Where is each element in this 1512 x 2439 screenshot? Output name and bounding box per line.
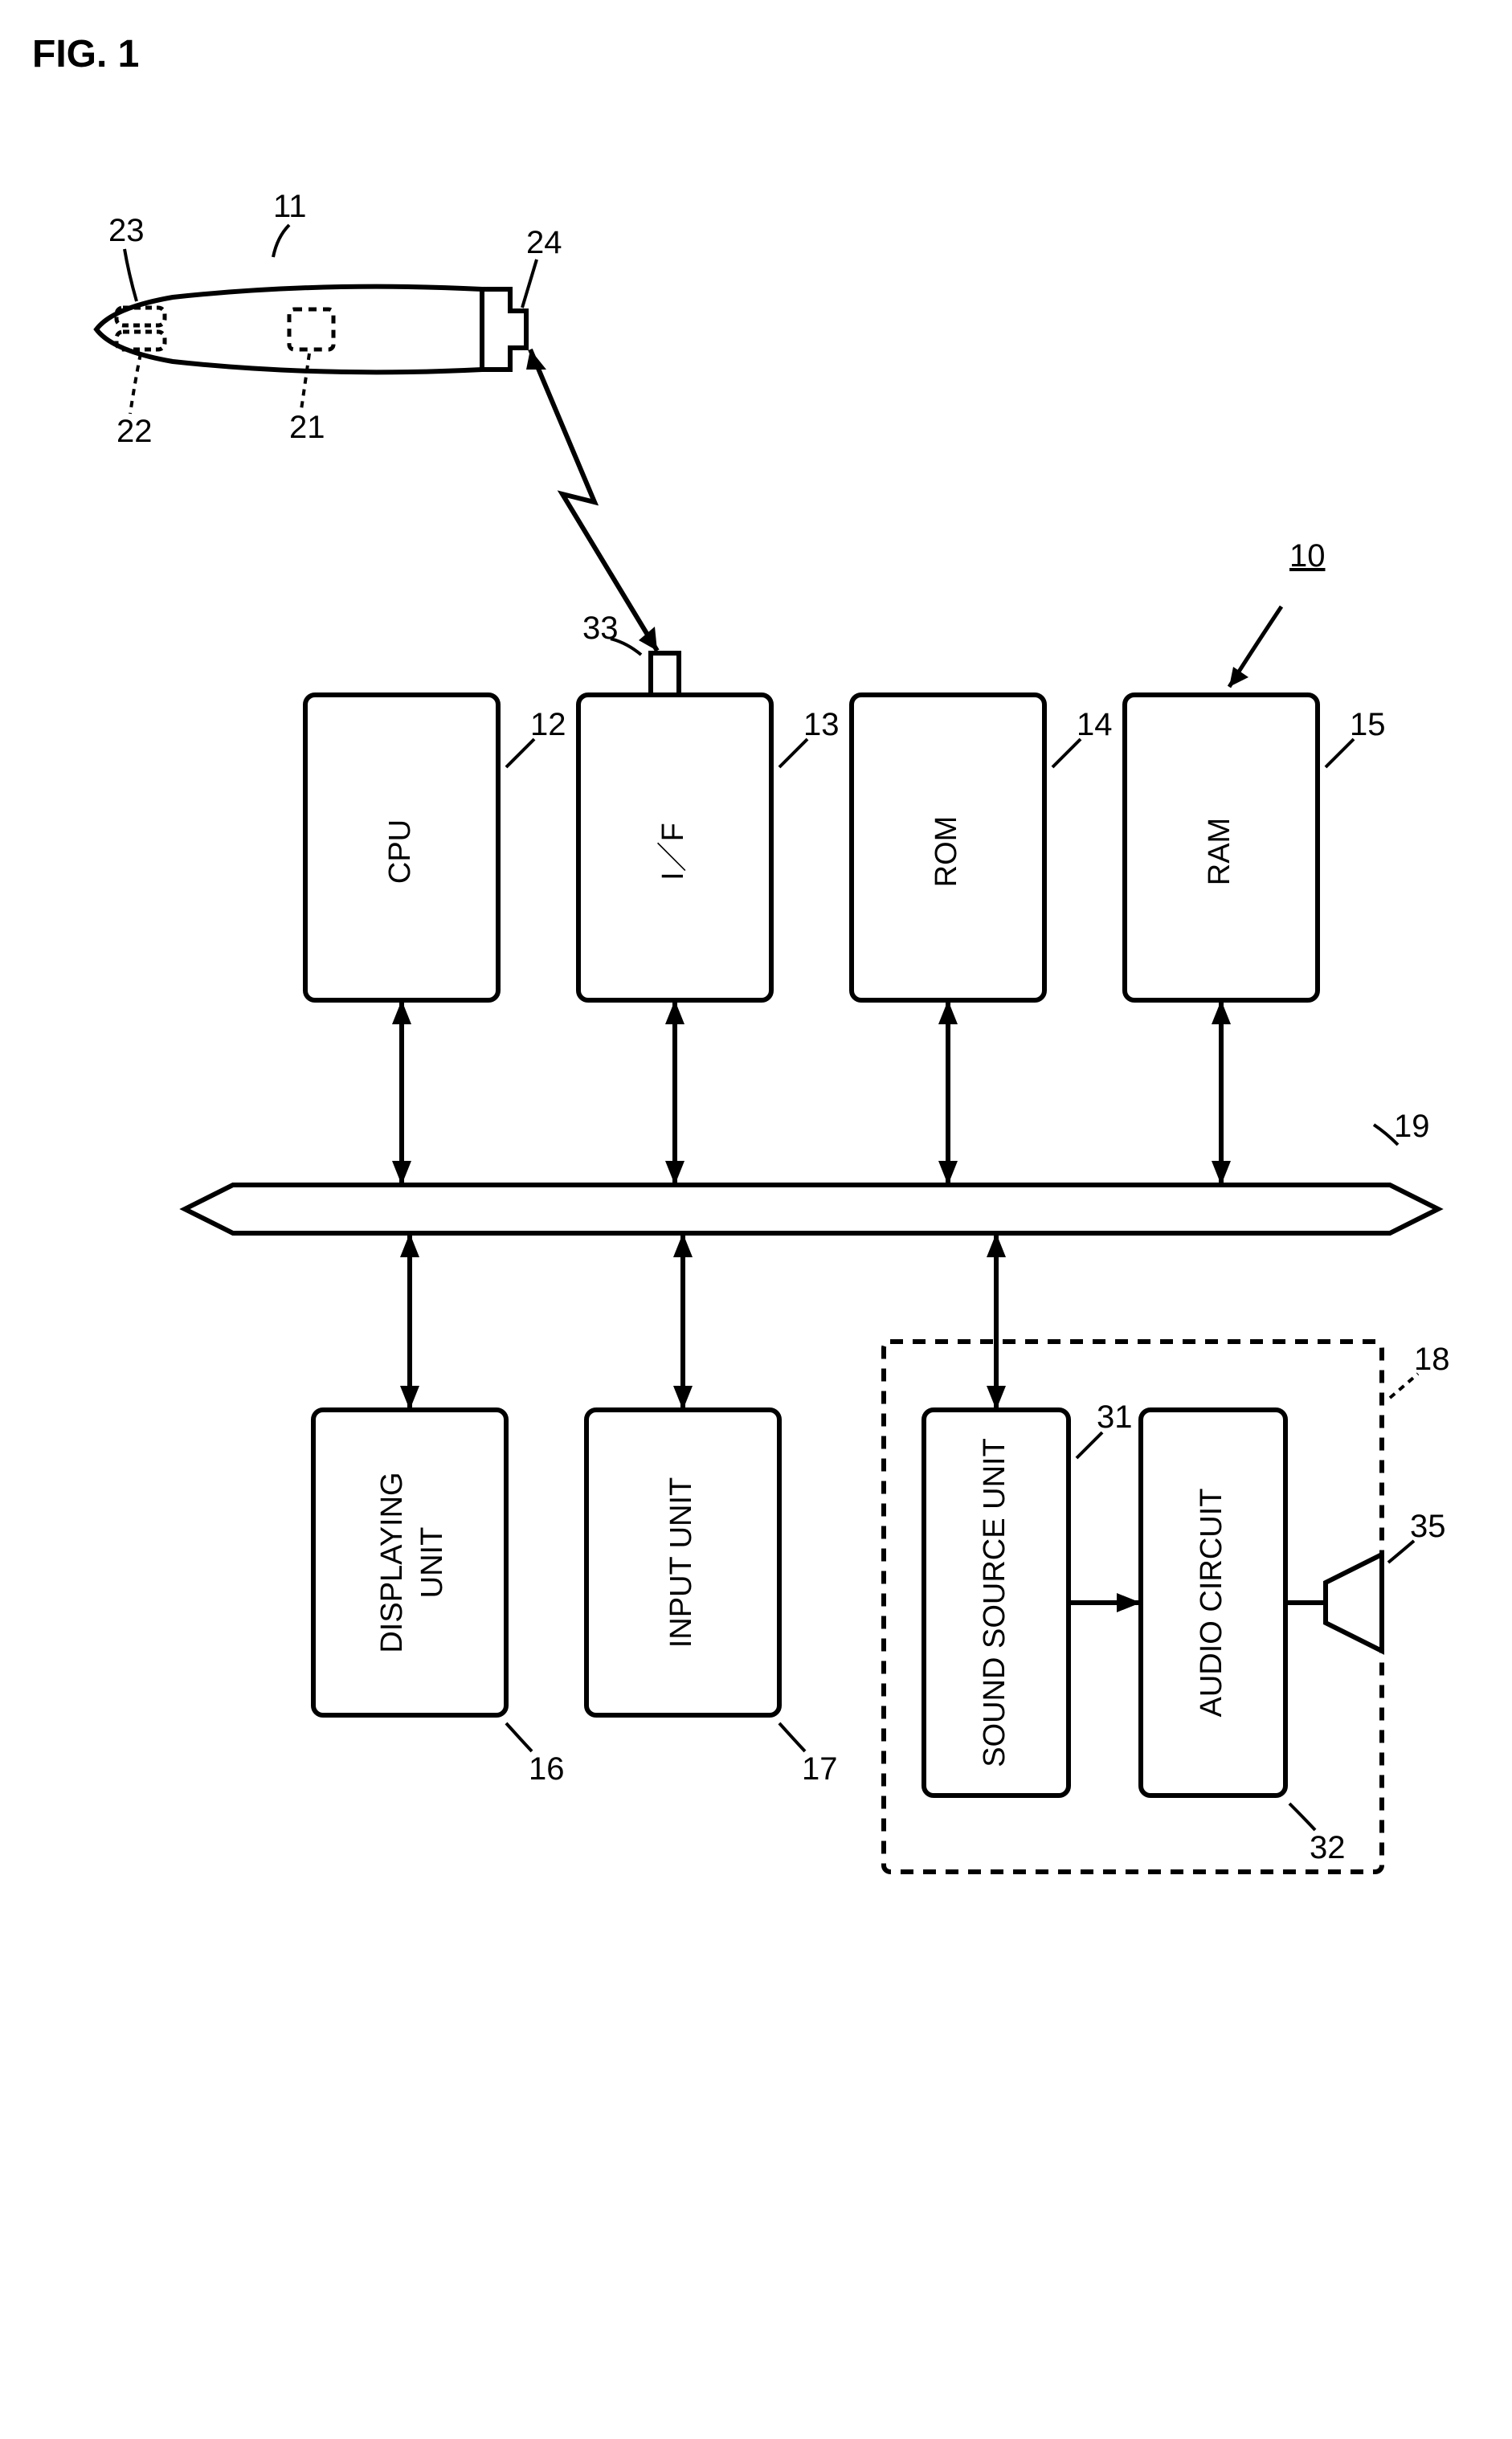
figure-title: FIG. 1 bbox=[32, 32, 1480, 76]
svg-text:RAM: RAM bbox=[1203, 818, 1236, 885]
ref-17: 17 bbox=[802, 1751, 838, 1787]
antenna: 33 bbox=[582, 611, 679, 695]
display-label-2: UNIT bbox=[415, 1527, 449, 1599]
ram-block: RAM 15 bbox=[1125, 695, 1386, 1000]
audio-circuit-block: AUDIO CIRCUIT 32 bbox=[1141, 1410, 1346, 1865]
ref-19: 19 bbox=[1394, 1109, 1430, 1144]
ref-16: 16 bbox=[529, 1751, 565, 1787]
svg-text:ROM: ROM bbox=[930, 816, 963, 888]
wireless-link bbox=[526, 349, 657, 651]
svg-text:SOUND SOURCE UNIT: SOUND SOURCE UNIT bbox=[978, 1438, 1011, 1767]
input-block: INPUT UNIT 17 bbox=[586, 1410, 838, 1787]
ref-33: 33 bbox=[582, 611, 619, 646]
if-block: I／F 13 bbox=[578, 695, 840, 1000]
ref-10: 10 bbox=[1289, 538, 1326, 574]
stick: 11 21 23 22 24 bbox=[96, 189, 562, 449]
bus: 19 bbox=[185, 1109, 1438, 1233]
ref-15: 15 bbox=[1350, 707, 1386, 742]
ref-35: 35 bbox=[1410, 1509, 1446, 1544]
svg-text:CPU: CPU bbox=[383, 819, 417, 884]
display-block: DISPLAYING UNIT 16 bbox=[313, 1410, 565, 1787]
display-label-1: DISPLAYING bbox=[375, 1472, 409, 1653]
ref-14: 14 bbox=[1077, 707, 1113, 742]
rom-block: ROM 14 bbox=[852, 695, 1113, 1000]
ref-24: 24 bbox=[526, 225, 562, 260]
svg-text:AUDIO CIRCUIT: AUDIO CIRCUIT bbox=[1195, 1489, 1228, 1718]
bus-connections-top bbox=[392, 1000, 1231, 1185]
sound-source-block: SOUND SOURCE UNIT 31 bbox=[924, 1399, 1133, 1796]
cpu-block: CPU 12 bbox=[305, 695, 566, 1000]
ref-13: 13 bbox=[803, 707, 840, 742]
ref-11: 11 bbox=[273, 189, 307, 224]
ref-31: 31 bbox=[1097, 1399, 1133, 1435]
ref-32: 32 bbox=[1310, 1830, 1346, 1865]
system-ref: 10 bbox=[1229, 538, 1326, 687]
ref-12: 12 bbox=[530, 707, 566, 742]
ref-18: 18 bbox=[1414, 1342, 1450, 1377]
svg-text:INPUT UNIT: INPUT UNIT bbox=[664, 1477, 698, 1648]
speaker: 35 bbox=[1285, 1509, 1446, 1651]
bus-connections-bottom bbox=[400, 1233, 1141, 1612]
ref-21: 21 bbox=[289, 410, 325, 445]
ref-23: 23 bbox=[108, 213, 145, 248]
diagram: 11 21 23 22 24 33 10 CPU bbox=[32, 92, 1478, 2342]
svg-text:I／F: I／F bbox=[656, 823, 690, 880]
ref-22: 22 bbox=[116, 414, 153, 449]
sound-group: 18 bbox=[884, 1342, 1450, 1872]
